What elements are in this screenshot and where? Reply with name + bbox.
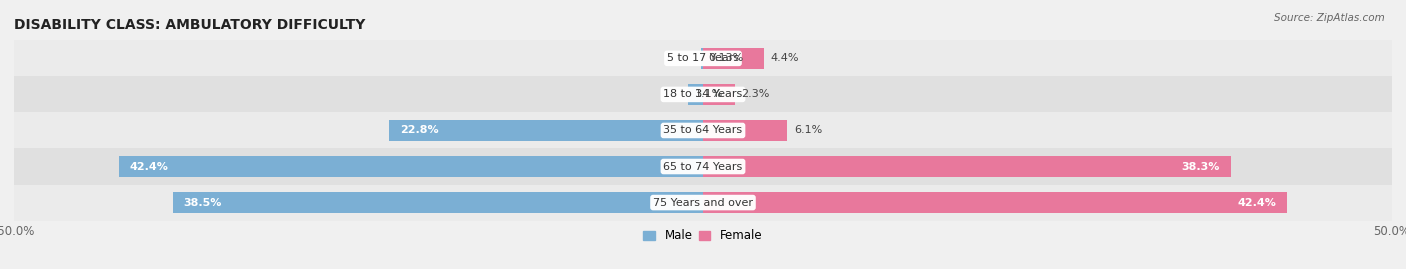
Text: 5 to 17 Years: 5 to 17 Years bbox=[666, 53, 740, 63]
Text: 35 to 64 Years: 35 to 64 Years bbox=[664, 125, 742, 136]
Bar bbox=[389, 120, 703, 141]
Bar bbox=[14, 40, 1392, 76]
Bar bbox=[703, 48, 763, 69]
Text: 65 to 74 Years: 65 to 74 Years bbox=[664, 161, 742, 172]
Bar bbox=[688, 84, 703, 105]
Bar bbox=[14, 148, 1392, 185]
Bar bbox=[14, 76, 1392, 112]
Text: 6.1%: 6.1% bbox=[794, 125, 823, 136]
Bar bbox=[703, 120, 787, 141]
Text: 0.13%: 0.13% bbox=[709, 53, 744, 63]
Bar bbox=[118, 156, 703, 177]
Text: 2.3%: 2.3% bbox=[741, 89, 770, 100]
Text: 18 to 34 Years: 18 to 34 Years bbox=[664, 89, 742, 100]
Text: Source: ZipAtlas.com: Source: ZipAtlas.com bbox=[1274, 13, 1385, 23]
Text: 22.8%: 22.8% bbox=[399, 125, 439, 136]
Text: 38.3%: 38.3% bbox=[1181, 161, 1219, 172]
Bar bbox=[703, 156, 1230, 177]
Text: 42.4%: 42.4% bbox=[1237, 197, 1277, 208]
Bar bbox=[14, 112, 1392, 148]
Bar bbox=[173, 192, 703, 213]
Legend: Male, Female: Male, Female bbox=[638, 225, 768, 247]
Bar bbox=[703, 192, 1288, 213]
Bar bbox=[703, 84, 735, 105]
Bar bbox=[14, 185, 1392, 221]
Text: 42.4%: 42.4% bbox=[129, 161, 169, 172]
Text: 1.1%: 1.1% bbox=[695, 89, 723, 100]
Bar bbox=[702, 48, 703, 69]
Text: 4.4%: 4.4% bbox=[770, 53, 799, 63]
Text: DISABILITY CLASS: AMBULATORY DIFFICULTY: DISABILITY CLASS: AMBULATORY DIFFICULTY bbox=[14, 18, 366, 32]
Text: 75 Years and over: 75 Years and over bbox=[652, 197, 754, 208]
Text: 38.5%: 38.5% bbox=[184, 197, 222, 208]
